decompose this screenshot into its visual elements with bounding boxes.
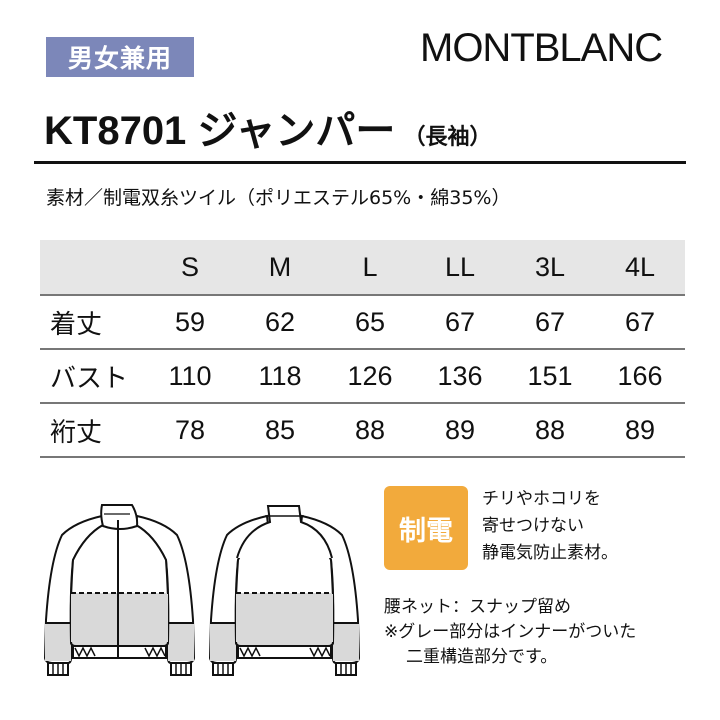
- note-line: 腰ネット：スナップ留め: [384, 597, 571, 617]
- divider: [34, 161, 686, 164]
- feature-line: チリやホコリを: [482, 489, 601, 509]
- header-cell: L: [362, 251, 378, 282]
- table-cell: 118: [258, 360, 302, 391]
- size-table: S M L LL 3L 4L 着丈 59 62 65 67 67 67 バスト …: [40, 240, 685, 458]
- table-cell: 78: [174, 414, 206, 445]
- table-row: 裄丈 78 85 88 89 88 89: [40, 404, 685, 458]
- table-cell: 89: [624, 414, 656, 445]
- table-cell: 151: [527, 360, 573, 391]
- table-header: S M L LL 3L 4L: [40, 240, 685, 296]
- unisex-badge: 男女兼用: [46, 37, 194, 77]
- product-code: KT8701: [44, 109, 187, 153]
- note-line: 二重構造部分です。: [406, 647, 558, 667]
- jacket-front: [44, 504, 195, 676]
- table-cell: 136: [437, 360, 483, 391]
- feature-line: 静電気防止素材。: [482, 543, 618, 563]
- jacket-illustration: [44, 504, 360, 676]
- table-cell: 59: [174, 306, 206, 337]
- header-cell: 4L: [624, 251, 656, 282]
- table-cell: 65: [354, 306, 386, 337]
- note-line: ※グレー部分はインナーがついた: [384, 622, 637, 642]
- table-cell: 85: [264, 414, 296, 445]
- antistatic-badge: 制電: [384, 486, 468, 570]
- row-label: 着丈: [50, 309, 103, 340]
- table-cell: 88: [354, 414, 386, 445]
- table-cell: 67: [534, 306, 566, 337]
- table-cell: 126: [347, 360, 393, 391]
- product-title: KT8701 ジャンパー （長袖）: [44, 98, 491, 156]
- notes: 腰ネット：スナップ留め ※グレー部分はインナーがついた 二重構造部分です。: [384, 595, 636, 670]
- table-cell: 88: [534, 414, 566, 445]
- header-cell: M: [268, 251, 292, 282]
- table-cell: 89: [444, 414, 476, 445]
- table-cell: 110: [168, 360, 212, 391]
- header-cell: 3L: [534, 251, 566, 282]
- sleeve-type: （長袖）: [403, 124, 492, 149]
- product-name: ジャンパー: [197, 109, 396, 153]
- brand-logo: MONTBLANC: [420, 26, 663, 70]
- table-row: バスト 110 118 126 136 151 166: [40, 350, 685, 404]
- row-label: バスト: [50, 363, 129, 394]
- header-cell: S: [180, 251, 199, 282]
- row-label: 裄丈: [50, 417, 103, 448]
- table-cell: 67: [624, 306, 656, 337]
- feature-description: チリやホコリを 寄せつけない 静電気防止素材。: [482, 486, 618, 567]
- feature-line: 寄せつけない: [482, 516, 584, 536]
- table-cell: 62: [264, 306, 296, 337]
- table-cell: 67: [444, 306, 476, 337]
- material-text: 素材／制電双糸ツイル（ポリエステル65%・綿35%）: [46, 187, 511, 209]
- header-cell: LL: [444, 251, 476, 282]
- table-row: 着丈 59 62 65 67 67 67: [40, 296, 685, 350]
- table-cell: 166: [617, 360, 663, 391]
- jacket-back: [209, 505, 360, 676]
